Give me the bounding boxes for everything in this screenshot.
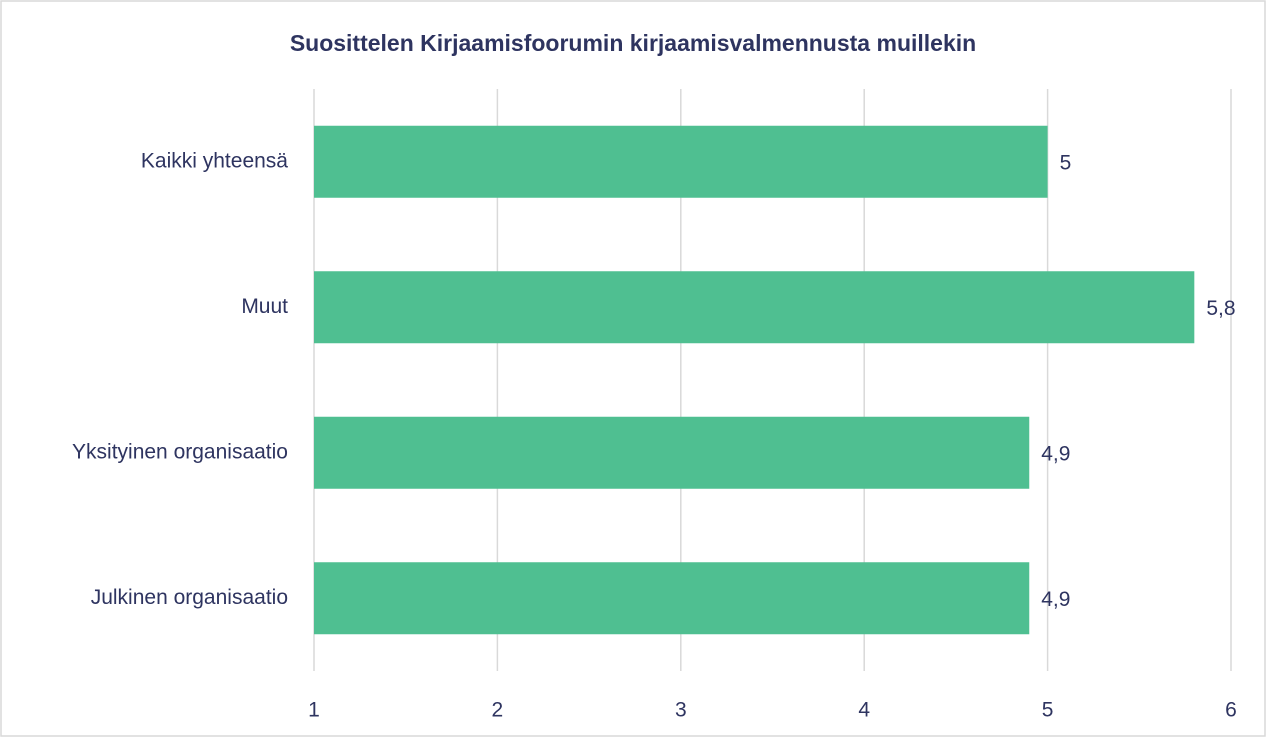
bar [314, 562, 1030, 635]
x-tick-label: 5 [1042, 699, 1054, 722]
value-label: 4,9 [1041, 588, 1070, 611]
y-tick-label: Muut [241, 295, 288, 318]
x-tick-label: 4 [858, 699, 870, 722]
value-label: 5,8 [1206, 297, 1235, 320]
value-label: 4,9 [1041, 442, 1070, 465]
x-tick-label: 2 [492, 699, 504, 722]
value-label: 5 [1060, 151, 1072, 174]
y-tick-label: Yksityinen organisaatio [72, 440, 288, 463]
bar [314, 125, 1048, 198]
x-tick-label: 1 [308, 699, 320, 722]
bar [314, 416, 1030, 489]
bar [314, 271, 1195, 344]
x-tick-label: 6 [1225, 699, 1237, 722]
y-tick-label: Julkinen organisaatio [91, 586, 288, 609]
chart-title: Suosittelen Kirjaamisfoorumin kirjaamisv… [290, 30, 976, 56]
x-tick-label: 3 [675, 699, 687, 722]
y-tick-label: Kaikki yhteensä [141, 149, 288, 172]
